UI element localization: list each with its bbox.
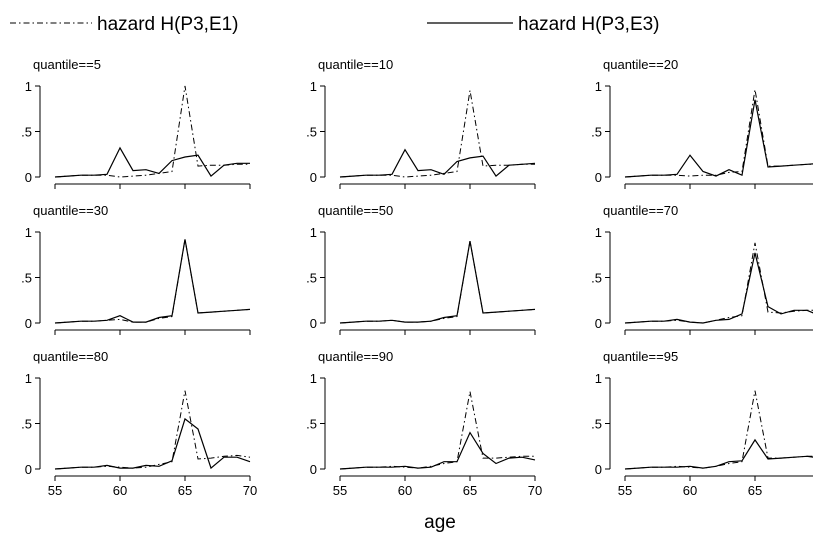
series-line-e3: [339, 148, 536, 178]
legend-entry-e3: hazard H(P3,E3): [427, 14, 660, 35]
panel-8: quantile==90 0 .5 1 55 60 65 70: [306, 349, 542, 498]
panel-4: quantile==30 0 .5 1: [21, 203, 251, 335]
panel-3: quantile==20 0 .5 1: [591, 57, 813, 189]
y-tick-label: 0: [595, 316, 602, 331]
series-line-e1: [54, 85, 250, 178]
x-tick-label: 60: [683, 483, 697, 498]
legend: hazard H(P3,E1) hazard H(P3,E3): [10, 14, 660, 35]
x-tick-label: 55: [333, 483, 347, 498]
y-tick-label: 1: [595, 225, 602, 240]
series-line-e3: [54, 417, 251, 470]
panel-1: quantile==5 0 .5 1: [21, 57, 251, 189]
legend-label-e3: hazard H(P3,E3): [518, 14, 660, 35]
y-tick-label: 1: [25, 225, 32, 240]
series-line-e1: [339, 241, 536, 324]
series-line-e1: [624, 89, 813, 178]
panel-title: quantile==20: [603, 57, 678, 72]
x-tick-label: 55: [48, 483, 62, 498]
y-tick-label: 1: [310, 371, 317, 386]
panel-5: quantile==50 0 .5 1: [306, 203, 536, 335]
y-tick-label: 1: [595, 79, 602, 94]
y-tick-label: 0: [25, 462, 32, 477]
x-tick-label: 65: [463, 483, 477, 498]
panel-title: quantile==5: [33, 57, 101, 72]
y-tick-label: 1: [595, 371, 602, 386]
y-tick-label: 1: [25, 371, 32, 386]
y-tick-label: .5: [591, 271, 602, 286]
legend-entry-e1: hazard H(P3,E1): [10, 14, 239, 35]
series-line-e3: [624, 252, 813, 324]
series-line-e1: [339, 90, 535, 178]
x-axis-label: age: [424, 512, 456, 533]
y-tick-label: 0: [310, 316, 317, 331]
series-line-e3: [624, 438, 813, 470]
y-tick-label: .5: [306, 125, 317, 140]
panel-7: quantile==80 0 .5 1 55 60 65 70: [21, 349, 257, 498]
series-line-e3: [339, 431, 536, 470]
panel-title: quantile==30: [33, 203, 108, 218]
y-tick-label: .5: [591, 417, 602, 432]
y-tick-label: 0: [25, 170, 32, 185]
y-tick-label: .5: [21, 125, 32, 140]
panel-title: quantile==70: [603, 203, 678, 218]
y-tick-label: 0: [310, 170, 317, 185]
y-tick-label: .5: [21, 417, 32, 432]
x-tick-label: 70: [243, 483, 257, 498]
panel-2: quantile==10 0 .5 1: [306, 57, 536, 189]
x-tick-label: 60: [113, 483, 127, 498]
legend-label-e1: hazard H(P3,E1): [97, 14, 239, 35]
x-tick-label: 60: [398, 483, 412, 498]
series-line-e1: [54, 390, 251, 470]
y-tick-label: 1: [310, 225, 317, 240]
y-tick-label: .5: [306, 417, 317, 432]
x-tick-label: 65: [178, 483, 192, 498]
panel-title: quantile==10: [318, 57, 393, 72]
series-line-e3: [54, 239, 251, 324]
x-tick-label: 70: [528, 483, 542, 498]
panel-grid: quantile==50.51quantile==100.51quantile=…: [21, 57, 813, 498]
series-line-e3: [54, 146, 250, 178]
y-tick-label: .5: [591, 125, 602, 140]
panel-title: quantile==50: [318, 203, 393, 218]
series-line-e3: [624, 99, 813, 178]
y-tick-label: 0: [25, 316, 32, 331]
y-tick-label: 1: [25, 79, 32, 94]
panel-6: quantile==70 0 .5 1: [591, 203, 813, 335]
y-tick-label: 1: [310, 79, 317, 94]
y-tick-label: 0: [310, 462, 317, 477]
series-line-e1: [624, 242, 813, 324]
x-tick-label: 65: [748, 483, 762, 498]
series-line-e1: [339, 391, 535, 470]
panel-title: quantile==80: [33, 349, 108, 364]
y-tick-label: 0: [595, 170, 602, 185]
series-line-e1: [54, 239, 251, 324]
series-line-e3: [339, 240, 536, 324]
x-tick-label: 55: [618, 483, 632, 498]
y-tick-label: .5: [21, 271, 32, 286]
panel-title: quantile==90: [318, 349, 393, 364]
panel-title: quantile==95: [603, 349, 678, 364]
y-tick-label: 0: [595, 462, 602, 477]
y-tick-label: .5: [306, 271, 317, 286]
